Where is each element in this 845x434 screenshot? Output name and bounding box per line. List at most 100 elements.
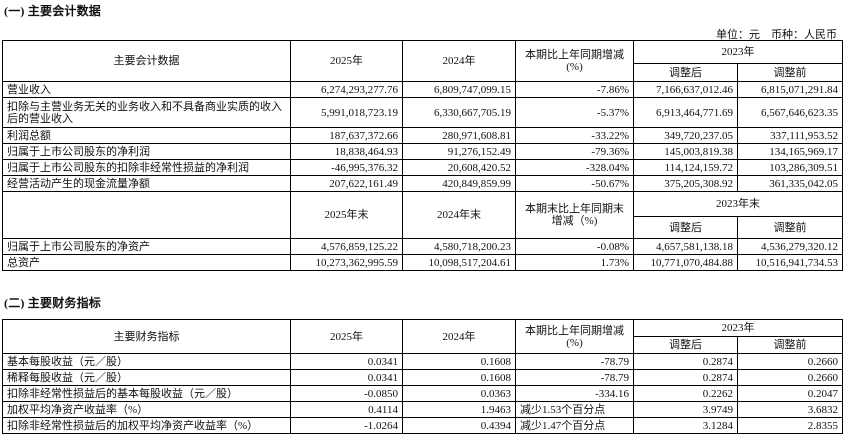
value-adjusted: 375,205,308.92 <box>633 175 738 192</box>
header-change: 本期比上年同期增减(%) <box>515 40 634 82</box>
value-2025: -1.0264 <box>290 417 403 434</box>
header-before: 调整前 <box>737 63 843 82</box>
value-change: -328.04% <box>515 159 634 176</box>
header-2023: 2023年 <box>633 40 843 64</box>
row-label: 扣除非经常性损益后的基本每股收益（元／股） <box>2 385 291 402</box>
row-label: 利润总额 <box>2 127 291 144</box>
header2-2025: 2025年末 <box>290 191 403 239</box>
value-2025: 0.0341 <box>290 369 403 386</box>
header2-adjusted: 调整后 <box>633 216 738 239</box>
table-header-row: 主要财务指标 2025年 2024年 本期比上年同期增减(%) 2023年 <box>2 319 843 354</box>
header-2025: 2025年 <box>290 319 403 354</box>
value-adjusted: 349,720,237.05 <box>633 127 738 144</box>
value-before: 0.2660 <box>737 353 843 370</box>
value-before: 3.6832 <box>737 401 843 418</box>
section1-title: (一) 主要会计数据 <box>4 4 101 18</box>
row-label: 归属于上市公司股东的净资产 <box>2 238 291 255</box>
header2-change: 本期末比上年同期末增减（%) <box>515 191 634 239</box>
value-2025: 4,576,859,125.22 <box>290 238 403 255</box>
value-2024: 0.1608 <box>402 353 516 370</box>
table-header-row: 主要会计数据 2025年 2024年 本期比上年同期增减(%) 2023年 <box>2 40 843 82</box>
value-2025: 10,273,362,995.59 <box>290 254 403 271</box>
table-row: 经营活动产生的现金流量净额 207,622,161.49 420,849,859… <box>2 175 843 192</box>
header-item: 主要财务指标 <box>2 319 291 354</box>
value-2024: 10,098,517,204.61 <box>402 254 516 271</box>
value-adjusted: 114,124,159.72 <box>633 159 738 176</box>
value-2025: 207,622,161.49 <box>290 175 403 192</box>
value-change: -7.86% <box>515 81 634 98</box>
header2-before: 调整前 <box>737 216 843 239</box>
table-row: 基本每股收益（元／股） 0.0341 0.1608 -78.79 0.2874 … <box>2 353 843 370</box>
row-label: 加权平均净资产收益率（%） <box>2 401 291 418</box>
table-row: 归属于上市公司股东的净资产 4,576,859,125.22 4,580,718… <box>2 238 843 255</box>
row-label: 归属于上市公司股东的扣除非经常性损益的净利润 <box>2 159 291 176</box>
table-header-subrow: 调整后 调整前 <box>3 336 843 354</box>
value-2024: 20,608,420.52 <box>402 159 516 176</box>
value-before: 0.2047 <box>737 385 843 402</box>
value-2025: -0.0850 <box>290 385 403 402</box>
value-adjusted: 0.2874 <box>633 353 738 370</box>
value-2024: 280,971,608.81 <box>402 127 516 144</box>
value-adjusted: 6,913,464,771.69 <box>633 97 738 128</box>
value-change: 减少1.47个百分点 <box>515 417 634 434</box>
value-change: -33.22% <box>515 127 634 144</box>
value-before: 337,111,953.52 <box>737 127 843 144</box>
value-2024: 0.1608 <box>402 369 516 386</box>
value-2025: 5,991,018,723.19 <box>290 97 403 128</box>
value-2024: 4,580,718,200.23 <box>402 238 516 255</box>
value-before: 134,165,969.17 <box>737 143 843 160</box>
row-label: 基本每股收益（元／股） <box>2 353 291 370</box>
table-row: 归属于上市公司股东的扣除非经常性损益的净利润 -46,995,376.32 20… <box>2 159 843 176</box>
table-row: 归属于上市公司股东的净利润 18,838,464.93 91,276,152.4… <box>2 143 843 160</box>
header2-item-empty <box>2 191 291 239</box>
header-adjusted: 调整后 <box>633 63 738 82</box>
value-before: 103,286,309.51 <box>737 159 843 176</box>
value-2024: 91,276,152.49 <box>402 143 516 160</box>
value-adjusted: 10,771,070,484.88 <box>633 254 738 271</box>
value-before: 6,815,071,291.84 <box>737 81 843 98</box>
row-label: 扣除与主营业务无关的业务收入和不具备商业实质的收入后的营业收入 <box>2 97 291 128</box>
row-label: 归属于上市公司股东的净利润 <box>2 143 291 160</box>
value-change: 减少1.53个百分点 <box>515 401 634 418</box>
accounting-data-table: 主要会计数据 2025年 2024年 本期比上年同期增减(%) 2023年 调整… <box>2 40 843 271</box>
value-change: -79.36% <box>515 143 634 160</box>
value-before: 0.2660 <box>737 369 843 386</box>
table-row: 扣除与主营业务无关的业务收入和不具备商业实质的收入后的营业收入 5,991,01… <box>2 97 843 128</box>
value-before: 4,536,279,320.12 <box>737 238 843 255</box>
value-2025: 0.4114 <box>290 401 403 418</box>
value-2024: 420,849,859.99 <box>402 175 516 192</box>
value-before: 10,516,941,734.53 <box>737 254 843 271</box>
header-2024: 2024年 <box>402 319 516 354</box>
table-row: 总资产 10,273,362,995.59 10,098,517,204.61 … <box>2 254 843 271</box>
value-before: 361,335,042.05 <box>737 175 843 192</box>
section2-title: (二) 主要财务指标 <box>4 296 101 310</box>
value-2025: 187,637,372.66 <box>290 127 403 144</box>
row-label: 稀释每股收益（元／股） <box>2 369 291 386</box>
value-adjusted: 7,166,637,012.46 <box>633 81 738 98</box>
value-adjusted: 145,003,819.38 <box>633 143 738 160</box>
value-change: -78.79 <box>515 369 634 386</box>
header-item: 主要会计数据 <box>2 40 291 82</box>
value-change: -334.16 <box>515 385 634 402</box>
table-header-subrow: 调整后 调整前 <box>3 63 843 82</box>
unit-currency-line: 单位：元 币种：人民币 <box>716 29 837 41</box>
value-before: 6,567,646,623.35 <box>737 97 843 128</box>
value-2024: 6,330,667,705.19 <box>402 97 516 128</box>
value-2025: 18,838,464.93 <box>290 143 403 160</box>
header2-2023: 2023年末 <box>633 191 843 217</box>
table-row: 利润总额 187,637,372.66 280,971,608.81 -33.2… <box>2 127 843 144</box>
header2-2024: 2024年末 <box>402 191 516 239</box>
value-change: -78.79 <box>515 353 634 370</box>
value-change: -50.67% <box>515 175 634 192</box>
table-row: 扣除非经常性损益后的加权平均净资产收益率（%） -1.0264 0.4394 减… <box>2 417 843 434</box>
value-adjusted: 3.9749 <box>633 401 738 418</box>
table-header-row-period-end: 2025年末 2024年末 本期末比上年同期末增减（%) 2023年末 <box>2 191 843 239</box>
value-2025: -46,995,376.32 <box>290 159 403 176</box>
header-before: 调整前 <box>737 336 843 354</box>
value-2024: 6,809,747,099.15 <box>402 81 516 98</box>
value-2024: 0.4394 <box>402 417 516 434</box>
value-2025: 0.0341 <box>290 353 403 370</box>
financial-indicators-table: 主要财务指标 2025年 2024年 本期比上年同期增减(%) 2023年 调整… <box>2 319 843 434</box>
value-adjusted: 4,657,581,138.18 <box>633 238 738 255</box>
value-adjusted: 3.1284 <box>633 417 738 434</box>
